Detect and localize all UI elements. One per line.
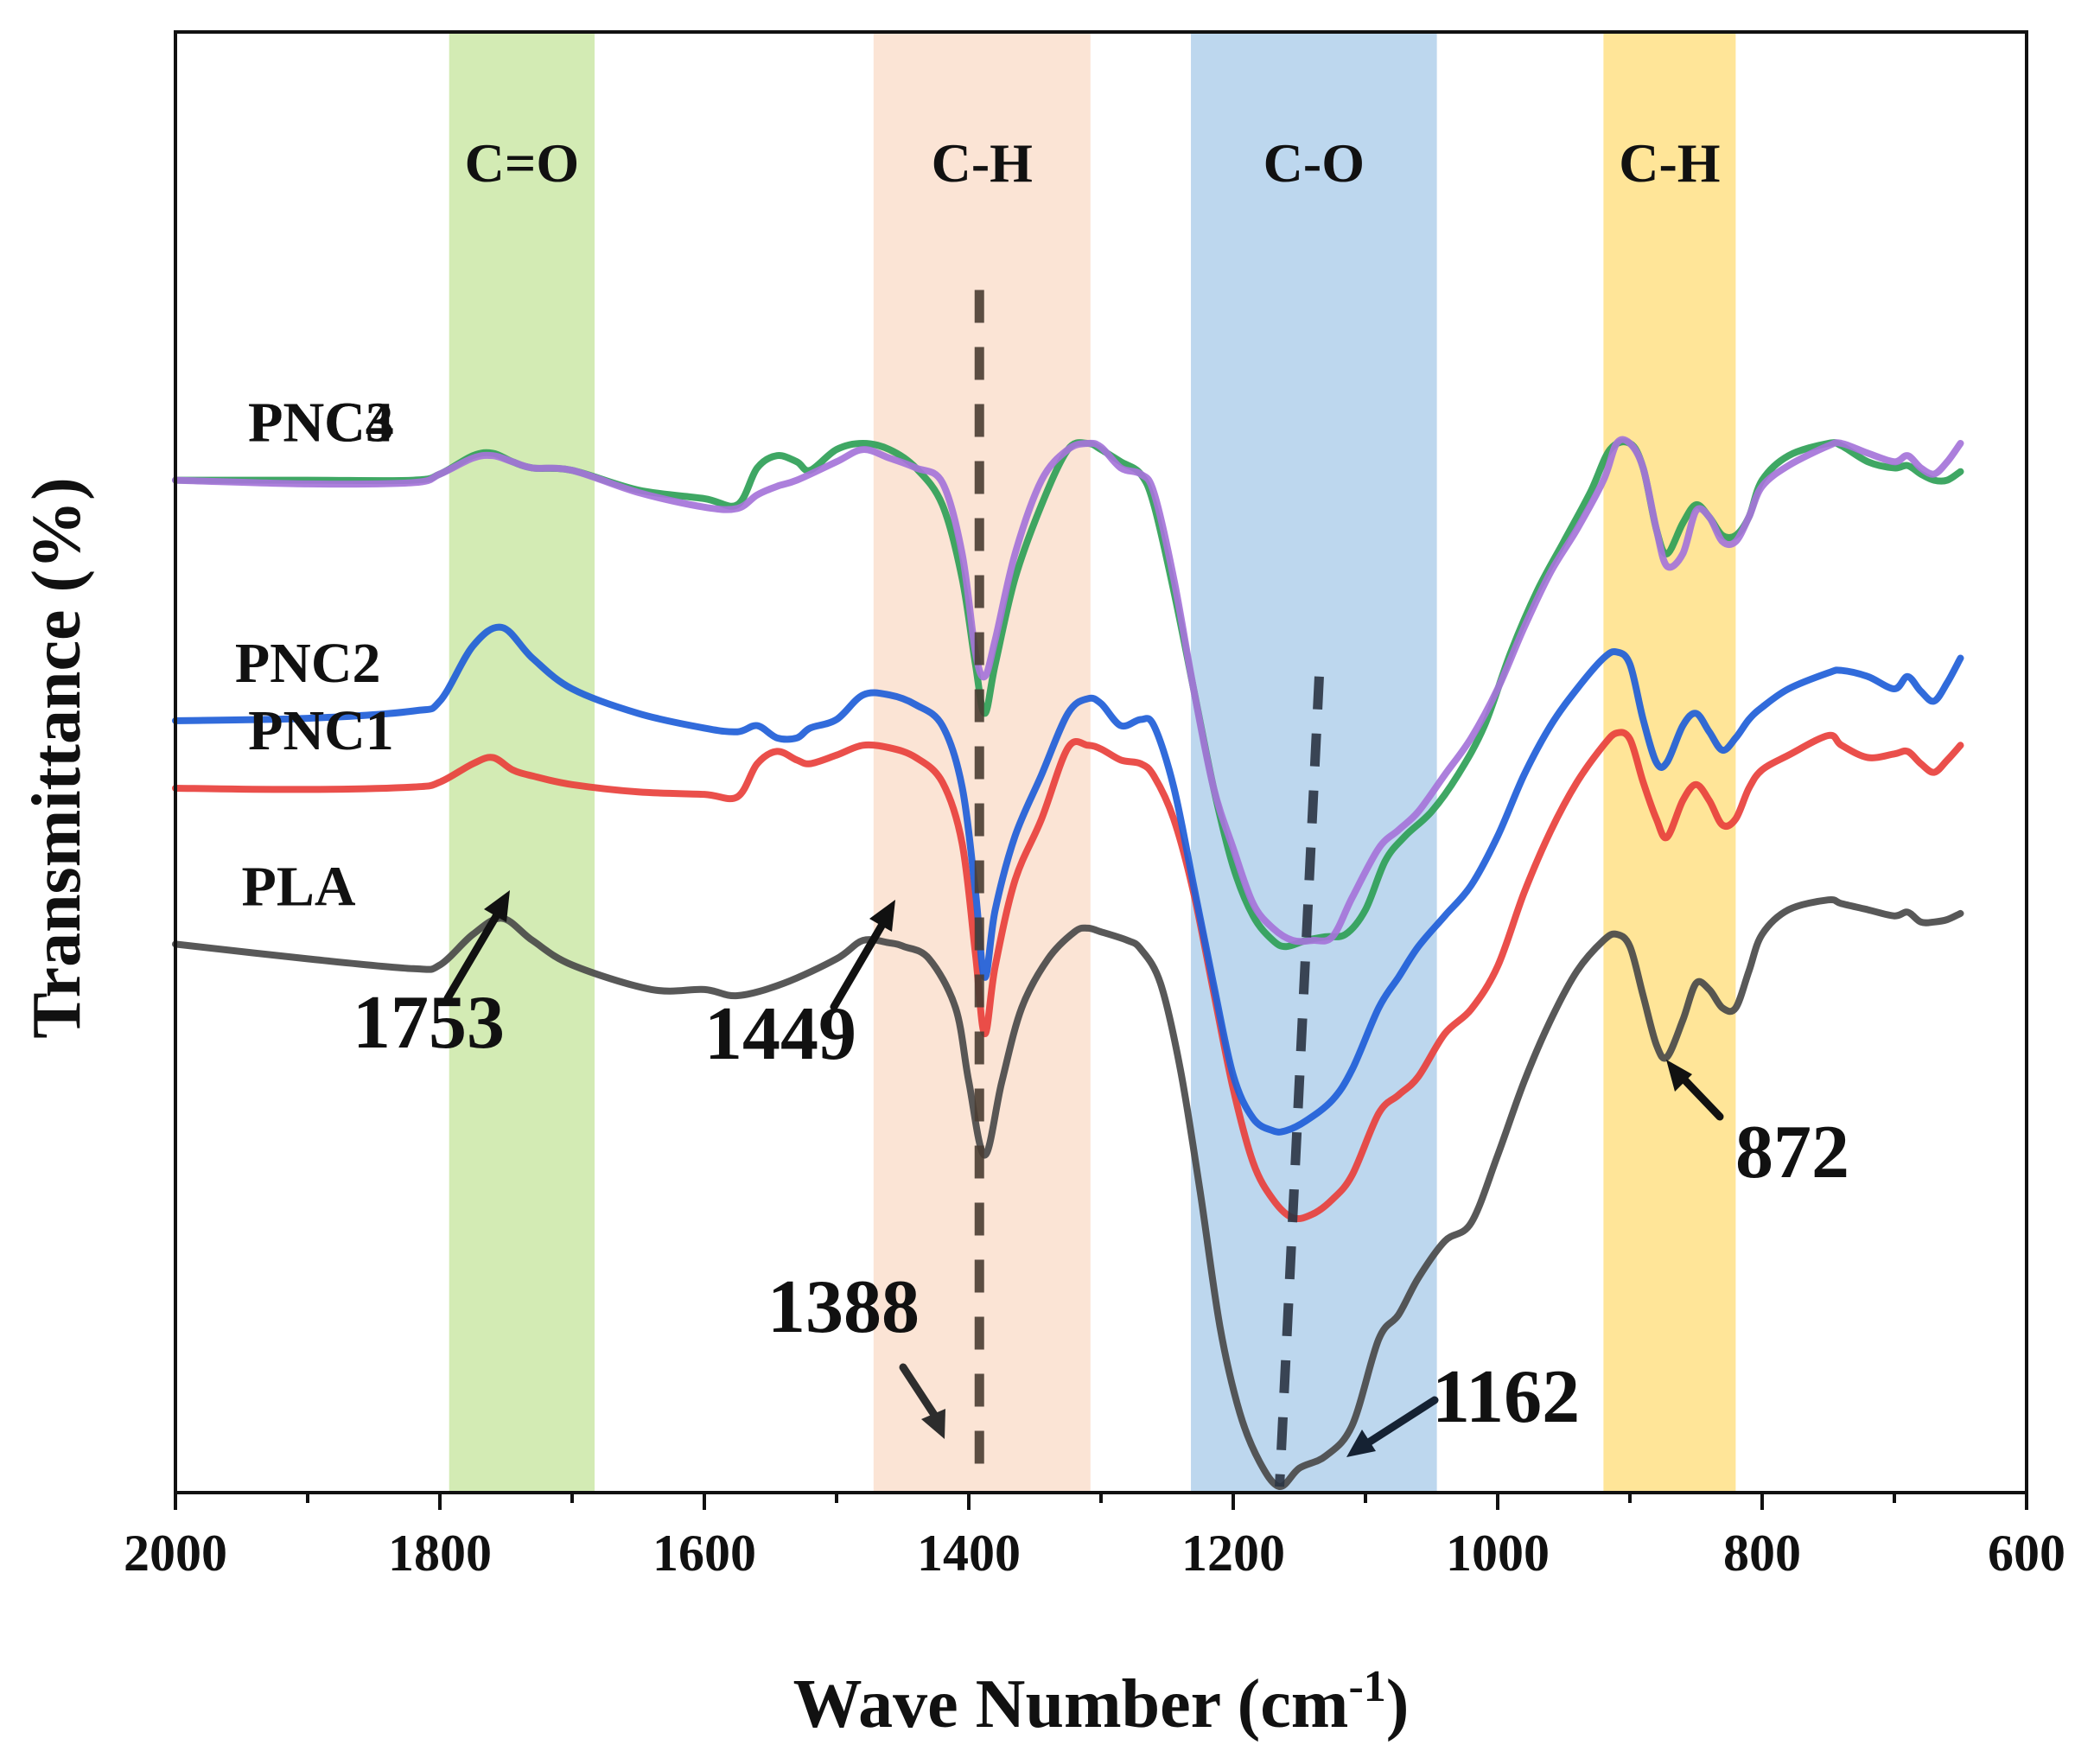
annotation-1753: 1753 bbox=[353, 890, 510, 1065]
band-label-layer: C=O C-H C-O C-H bbox=[465, 132, 1721, 194]
band-label-c-o-2: C-O bbox=[1263, 132, 1365, 194]
x-tick-label-1000: 1000 bbox=[1446, 1525, 1550, 1582]
series-line-pnc4 bbox=[172, 436, 1964, 946]
annotation-1449: 1449 bbox=[704, 900, 895, 1076]
x-ticks: 2000 1800 1600 1400 1200 1000 800 600 bbox=[124, 1493, 2065, 1582]
series-line-pnc2 bbox=[172, 623, 1964, 1136]
annotation-label-1388: 1388 bbox=[767, 1265, 920, 1349]
annotation-label-1449: 1449 bbox=[704, 992, 856, 1076]
series-line-pnc3 bbox=[172, 438, 1964, 951]
series-label-pnc3: PNC3 bbox=[248, 392, 394, 455]
series-label-pnc2: PNC2 bbox=[235, 632, 381, 695]
series-layer bbox=[172, 436, 1964, 1490]
annotation-1162: 1162 bbox=[1346, 1355, 1580, 1457]
annotation-label-1753: 1753 bbox=[353, 981, 505, 1065]
annotation-label-1162: 1162 bbox=[1432, 1355, 1580, 1439]
band-label-c-h-3: C-H bbox=[1619, 132, 1720, 194]
band-label-c-h-1: C-H bbox=[932, 132, 1033, 194]
x-tick-label-600: 600 bbox=[1988, 1525, 2065, 1582]
reference-line-layer bbox=[974, 290, 1324, 1487]
band-label-c-o-0: C=O bbox=[465, 132, 579, 194]
reference-line-1 bbox=[1275, 676, 1324, 1487]
series-label-pnc4: PNC4 bbox=[248, 392, 394, 455]
x-axis-title: Wave Number (cm-1) bbox=[793, 1662, 1410, 1742]
annotation-872: 872 bbox=[1666, 1060, 1849, 1194]
x-tick-label-800: 800 bbox=[1723, 1525, 1801, 1582]
band-layer bbox=[449, 32, 1736, 1493]
x-tick-label-1400: 1400 bbox=[917, 1525, 1021, 1582]
series-label-pnc1: PNC1 bbox=[248, 699, 394, 762]
x-tick-label-1800: 1800 bbox=[388, 1525, 492, 1582]
annotation-layer: 1753 1449 1388 1162 872 bbox=[353, 890, 1849, 1457]
series-label-pla: PLA bbox=[242, 855, 356, 918]
y-axis-title: Transmittance (%) bbox=[19, 477, 95, 1039]
x-tick-label-2000: 2000 bbox=[124, 1525, 227, 1582]
x-tick-label-1200: 1200 bbox=[1181, 1525, 1285, 1582]
annotation-label-872: 872 bbox=[1735, 1111, 1849, 1194]
series-line-pla bbox=[172, 895, 1964, 1490]
x-tick-label-1600: 1600 bbox=[652, 1525, 756, 1582]
annotation-1388: 1388 bbox=[767, 1265, 945, 1439]
